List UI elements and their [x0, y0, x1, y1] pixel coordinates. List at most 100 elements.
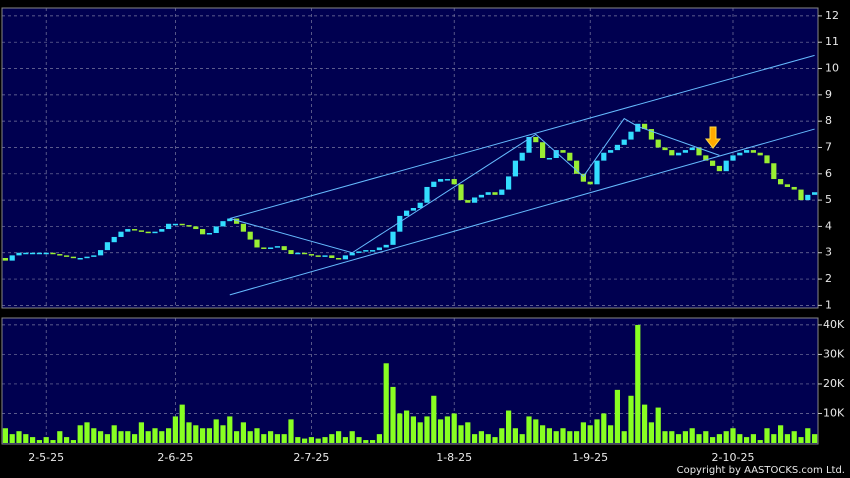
candle	[193, 226, 199, 230]
y-tick-label: 7	[825, 140, 832, 153]
volume-bar	[70, 440, 76, 443]
volume-panel	[1, 317, 819, 445]
volume-bar	[730, 428, 736, 443]
volume-bar	[84, 422, 90, 443]
candle	[118, 231, 124, 237]
volume-bar	[784, 434, 790, 443]
candle	[540, 142, 546, 158]
volume-bar	[247, 431, 253, 443]
volume-bar	[329, 434, 335, 443]
volume-bar	[696, 434, 702, 443]
volume-bar	[512, 428, 518, 443]
candle	[689, 147, 695, 151]
volume-bar	[213, 419, 219, 443]
volume-bar	[669, 431, 675, 443]
candle	[77, 258, 83, 260]
candle	[499, 189, 505, 195]
volume-bar	[77, 425, 83, 443]
volume-bar	[302, 438, 308, 443]
volume-bar	[200, 428, 206, 443]
candle	[805, 194, 811, 201]
y-tick-label: 8	[825, 114, 832, 127]
volume-bar	[111, 425, 117, 443]
volume-bar	[662, 431, 668, 443]
volume-bar	[805, 428, 811, 443]
x-tick-label: 2-7-25	[293, 451, 329, 464]
candle	[628, 131, 634, 140]
candle	[125, 229, 131, 232]
candle	[240, 223, 246, 232]
candle	[50, 252, 56, 255]
candle	[227, 218, 233, 222]
volume-bar	[553, 431, 559, 443]
candle	[268, 247, 274, 249]
volume-bar	[43, 437, 49, 443]
volume-bar	[703, 431, 709, 443]
volume-bar	[492, 437, 498, 443]
volume-bar	[438, 419, 444, 443]
candle	[220, 221, 226, 227]
volume-bar	[30, 437, 36, 443]
volume-bar	[98, 431, 104, 443]
candle	[472, 197, 478, 203]
volume-bar	[261, 434, 267, 443]
candle	[614, 144, 620, 151]
y-tick-label: 20K	[823, 377, 845, 390]
y-tick-label: 4	[825, 219, 832, 232]
candle	[206, 233, 212, 235]
y-tick-label: 30K	[823, 347, 845, 360]
y-tick-label: 11	[825, 35, 839, 48]
candle	[57, 254, 63, 256]
candle	[812, 192, 818, 195]
volume-bar	[308, 437, 314, 443]
y-tick-label: 10	[825, 62, 839, 75]
candle	[669, 150, 675, 156]
candle	[417, 202, 423, 208]
volume-bar	[574, 431, 580, 443]
candle	[64, 255, 70, 257]
y-tick-label: 6	[825, 167, 832, 180]
candle	[132, 229, 138, 231]
trend-line	[229, 128, 815, 296]
x-tick-label: 2-6-25	[157, 451, 193, 464]
candle	[608, 150, 614, 153]
candle	[655, 139, 661, 148]
candle	[764, 155, 770, 164]
candle	[533, 136, 539, 143]
volume-bar	[50, 440, 56, 443]
y-tick-label: 1	[825, 298, 832, 311]
candle	[682, 150, 688, 153]
candle	[91, 255, 97, 257]
volume-bar	[410, 416, 416, 443]
volume-bar	[118, 431, 124, 443]
candle	[104, 242, 110, 251]
candle	[30, 252, 36, 255]
candle	[390, 231, 396, 245]
volume-bar	[36, 440, 42, 443]
volume-bar	[274, 434, 280, 443]
volume-bar	[648, 422, 654, 443]
volume-bar	[506, 410, 512, 443]
candle	[771, 163, 777, 180]
volume-bar	[397, 413, 403, 443]
candle	[281, 246, 287, 251]
volume-bar	[64, 437, 70, 443]
volume-bar	[240, 422, 246, 443]
volume-bar	[363, 440, 369, 443]
candle	[16, 252, 22, 256]
volume-bar	[465, 422, 471, 443]
volume-bar	[689, 428, 695, 443]
candle	[370, 250, 376, 252]
volume-bar	[193, 425, 199, 443]
volume-bar	[676, 434, 682, 443]
candle	[159, 229, 165, 232]
volume-bar	[444, 416, 450, 443]
candle	[43, 252, 49, 255]
trend-line	[229, 54, 815, 220]
candle	[383, 244, 389, 248]
candle	[152, 231, 158, 234]
candle	[478, 194, 484, 198]
y-tick-label: 40K	[823, 318, 845, 331]
volume-bar	[757, 440, 763, 443]
